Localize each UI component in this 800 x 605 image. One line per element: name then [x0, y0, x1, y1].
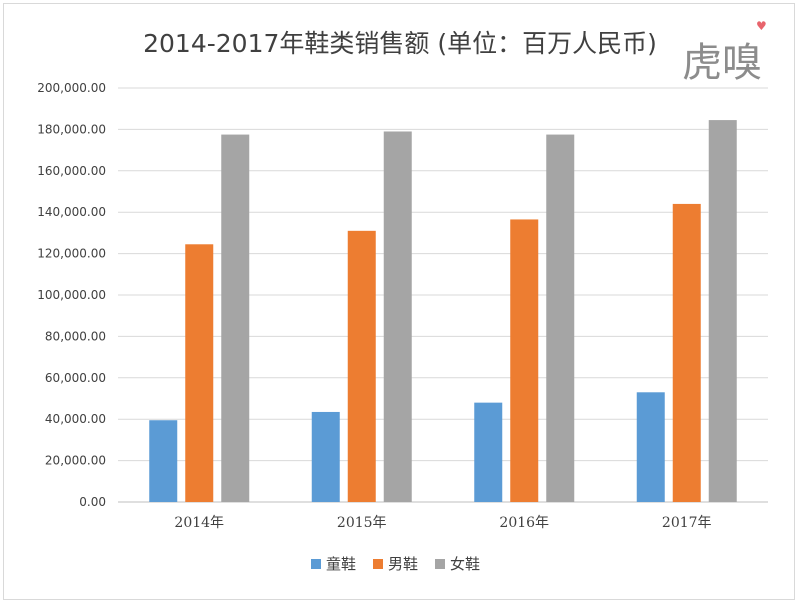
y-tick-label: 20,000.00 — [45, 454, 106, 468]
bar-女鞋-2016年 — [546, 134, 575, 502]
gridlines — [118, 87, 768, 503]
bar-男鞋-2017年 — [672, 203, 701, 503]
legend: 童鞋 男鞋 女鞋 — [311, 555, 480, 573]
bar-男鞋-2014年 — [185, 244, 214, 502]
y-tick-label: 140,000.00 — [37, 205, 106, 219]
watermark-logo: 虎嗅 — [682, 40, 762, 86]
y-tick-label: 0.00 — [79, 495, 106, 509]
legend-label: 童鞋 — [326, 555, 356, 573]
x-axis-ticks: 2014年 2015年 2016年 2017年 — [174, 515, 711, 531]
bar-男鞋-2015年 — [347, 230, 376, 502]
bar-童鞋-2016年 — [474, 402, 503, 502]
x-tick-label: 2015年 — [337, 515, 387, 531]
bar-童鞋-2017年 — [636, 392, 665, 502]
y-tick-label: 120,000.00 — [37, 247, 106, 261]
y-tick-label: 200,000.00 — [37, 81, 106, 95]
x-tick-label: 2017年 — [662, 515, 712, 531]
legend-swatch — [435, 559, 445, 569]
bar-童鞋-2015年 — [311, 411, 340, 502]
x-tick-label: 2014年 — [174, 515, 224, 531]
legend-label: 男鞋 — [388, 555, 418, 573]
legend-swatch — [311, 559, 321, 569]
bars — [149, 120, 737, 503]
watermark-accent-icon: ♥ — [756, 19, 767, 33]
legend-swatch — [373, 559, 383, 569]
bar-童鞋-2014年 — [149, 420, 178, 502]
bar-女鞋-2015年 — [383, 131, 412, 502]
bar-女鞋-2017年 — [708, 120, 737, 503]
x-tick-label: 2016年 — [499, 515, 549, 531]
legend-label: 女鞋 — [450, 555, 480, 573]
chart-title: 2014-2017年鞋类销售额 (单位：百万人民币) — [143, 29, 657, 58]
y-tick-label: 80,000.00 — [45, 329, 106, 343]
bar-男鞋-2016年 — [510, 219, 539, 502]
y-tick-label: 160,000.00 — [37, 164, 106, 178]
y-tick-label: 40,000.00 — [45, 412, 106, 426]
bar-女鞋-2014年 — [221, 134, 250, 502]
chart-frame — [3, 3, 795, 600]
y-axis-ticks: 0.00 20,000.00 40,000.00 60,000.00 80,000.00… — [37, 81, 106, 509]
y-tick-label: 180,000.00 — [37, 122, 106, 136]
watermark: 虎嗅 ♥ — [682, 19, 767, 86]
y-tick-label: 60,000.00 — [45, 371, 106, 385]
y-tick-label: 100,000.00 — [37, 288, 106, 302]
